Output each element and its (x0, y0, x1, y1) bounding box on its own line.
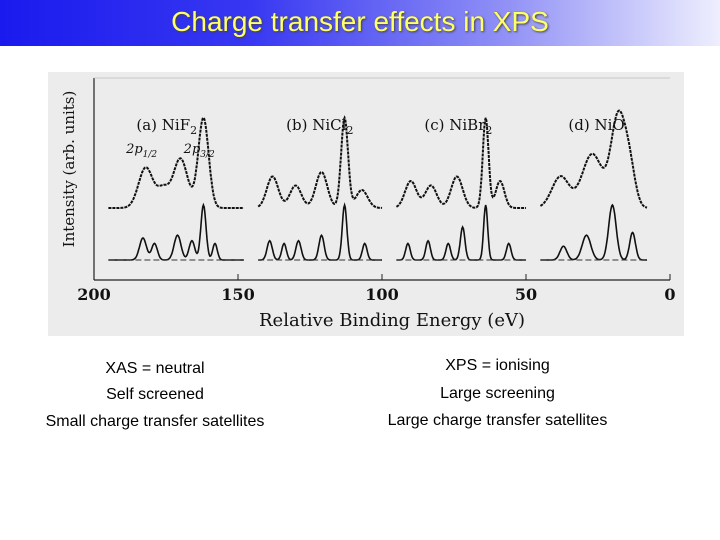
xps-figure: 200 150 100 50 0 Relative Binding Energy (eV)… (48, 72, 684, 336)
title-bar: Charge transfer effects in XPS (0, 0, 720, 46)
spectrum-top-panel-2 (257, 115, 383, 209)
x-tick-label: 0 (664, 285, 675, 304)
left-caption-3: Small charge transfer satellites (45, 413, 265, 430)
right-caption-2: Large screening (440, 385, 555, 402)
x-tick-label: 50 (515, 285, 537, 304)
x-axis-label: Relative Binding Energy (eV) (259, 310, 525, 331)
x-tick-label: 100 (365, 285, 398, 304)
spectrum-top-panel-1 (108, 116, 244, 209)
x-tick-label: 150 (221, 285, 254, 304)
spectrum-bottom-panel-2 (258, 202, 382, 261)
figure-background (48, 72, 684, 336)
panel-label-4: (d) NiO (568, 116, 624, 134)
spectrum-bottom-panel-4 (540, 203, 647, 261)
left-caption-1: XAS = neutral (105, 360, 205, 377)
x-tick-label: 200 (77, 285, 110, 304)
panel-label-3: (c) NiBr2 (424, 116, 492, 137)
slide-title: Charge transfer effects in XPS (171, 6, 549, 37)
right-caption-3: Large charge transfer satellites (387, 412, 608, 429)
panel-label-1: (a) NiF2 (136, 116, 197, 137)
y-axis-label: Intensity (arb. units) (60, 91, 78, 248)
xps-spectra-chart: 200 150 100 50 0 Relative Binding Energy (eV)… (48, 72, 684, 336)
spectrum-top-panel-3 (395, 117, 526, 209)
panel-label-2: (b) NiCl2 (286, 116, 353, 137)
left-caption-2: Self screened (106, 386, 204, 403)
right-caption-1: XPS = ionising (445, 357, 550, 374)
spectrum-top-panel-4 (539, 109, 648, 209)
